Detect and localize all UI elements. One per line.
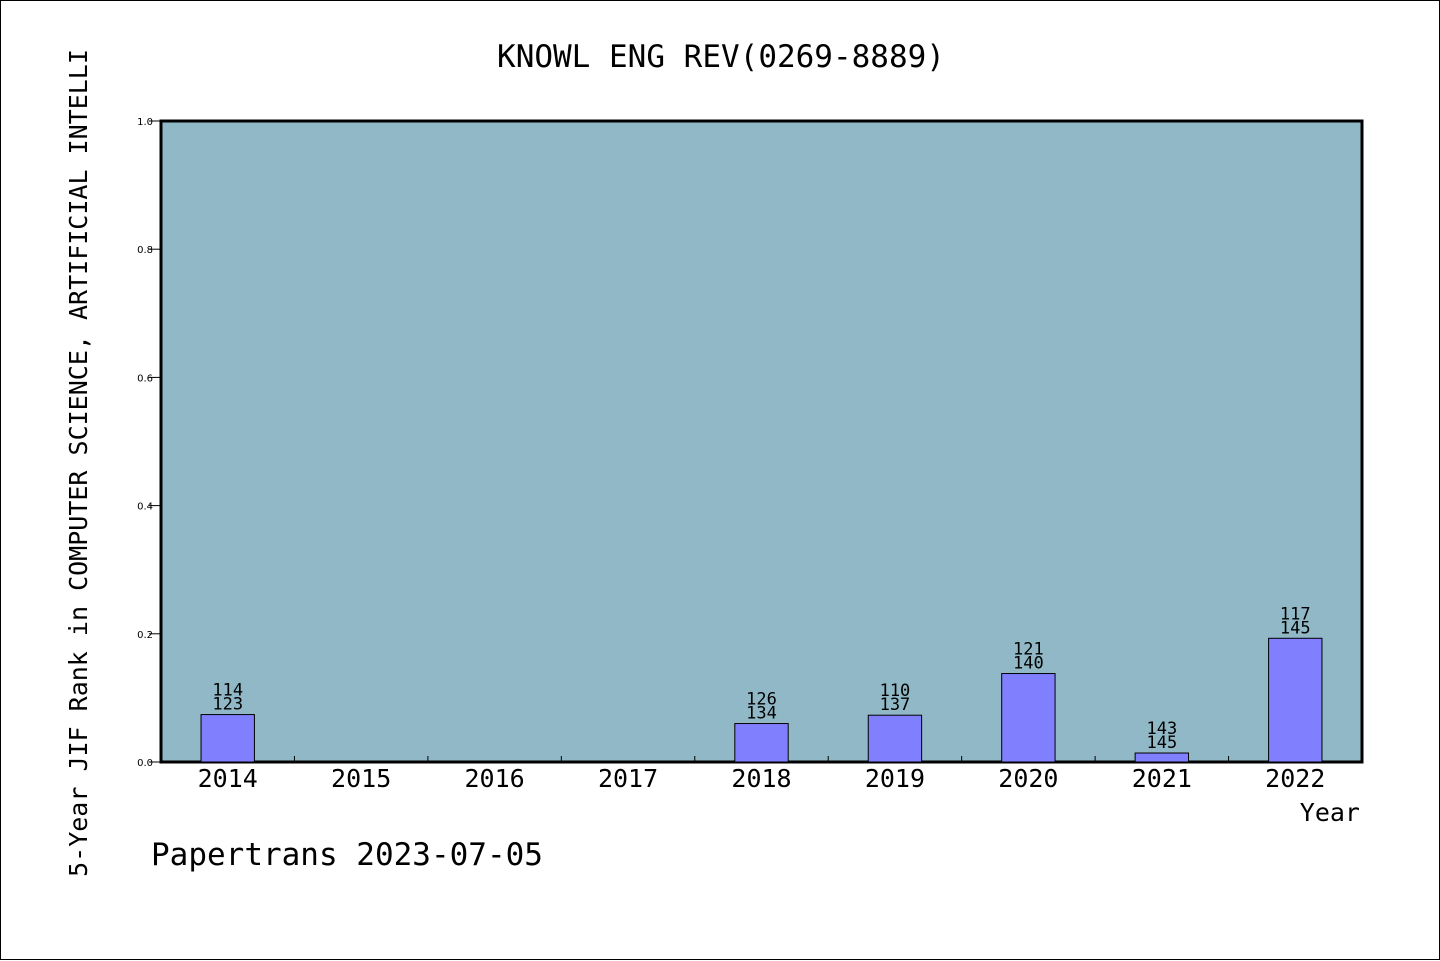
y-tick-label: 0.6 <box>137 373 153 384</box>
x-tick-label: 2021 <box>1132 764 1192 793</box>
y-tick-label: 0.0 <box>137 758 153 769</box>
x-tick-label: 2018 <box>731 764 791 793</box>
chart-title: KNOWL ENG REV(0269-8889) <box>497 39 945 75</box>
bar-2022 <box>1268 637 1323 763</box>
bar-label-total: 145 <box>1146 733 1177 753</box>
x-axis-label: Year <box>1300 798 1360 827</box>
y-tick-label: 0.8 <box>137 245 153 256</box>
bar-label-total: 134 <box>746 704 777 724</box>
bar-label-rank: 126 <box>746 690 777 710</box>
bar-label-rank: 143 <box>1146 719 1177 739</box>
x-tick-label: 2014 <box>198 764 258 793</box>
y-axis: 0.0 0.2 0.4 0.6 0.8 1.0 <box>137 117 161 769</box>
bar-label-total: 123 <box>212 695 243 715</box>
bar-2021 <box>1134 752 1190 763</box>
x-axis: 2014 2015 2016 2017 2018 2019 2020 2021 2022 <box>198 756 1325 793</box>
x-tick-label: 2015 <box>331 764 391 793</box>
bar-2019 <box>867 714 923 763</box>
bar-2020 <box>1001 673 1056 763</box>
bar-label-total: 140 <box>1013 654 1044 674</box>
x-tick-label: 2017 <box>598 764 658 793</box>
bar-label-rank: 110 <box>880 681 911 701</box>
y-tick-label: 0.4 <box>137 502 153 513</box>
x-tick-label: 2016 <box>465 764 525 793</box>
y-tick-label: 1.0 <box>137 117 153 128</box>
bar-label-total: 137 <box>880 695 911 715</box>
bar-label-rank: 117 <box>1280 604 1311 624</box>
plot-area <box>159 119 1364 764</box>
bar-label-total: 145 <box>1280 618 1311 638</box>
x-tick-label: 2022 <box>1265 764 1325 793</box>
bar-2014 <box>200 714 255 763</box>
bar-label-rank: 121 <box>1013 640 1044 660</box>
bar-label-rank: 114 <box>212 681 243 701</box>
y-tick-label: 0.2 <box>137 630 153 641</box>
footer-credit: Papertrans 2023-07-05 <box>151 837 543 873</box>
x-tick-label: 2020 <box>998 764 1058 793</box>
x-tick-label: 2019 <box>865 764 925 793</box>
y-axis-label: 5-Year JIF Rank in COMPUTER SCIENCE, ART… <box>64 49 93 877</box>
bar-2018 <box>734 723 789 763</box>
